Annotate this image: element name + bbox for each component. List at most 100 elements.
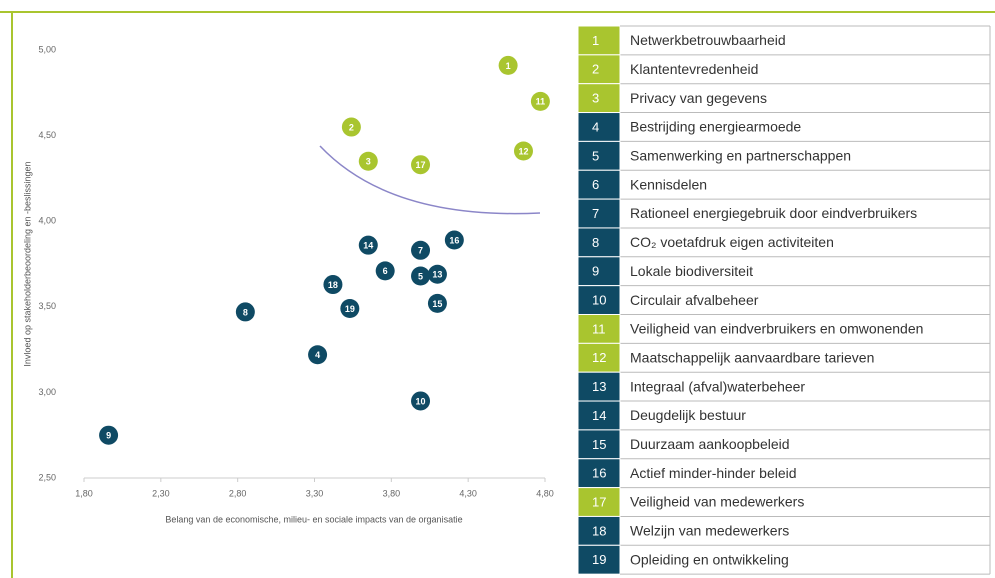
- y-tick-label: 3,50: [38, 301, 56, 311]
- point-label: 12: [518, 146, 528, 156]
- point: [323, 275, 343, 295]
- point-label: 3: [366, 157, 371, 167]
- legend-text: Opleiding en ontwikkeling: [630, 551, 789, 567]
- legend-number: 18: [592, 523, 606, 538]
- legend-text: Rationeel energiegebruik door eindverbru…: [630, 205, 917, 221]
- legend-swatch: [577, 515, 621, 546]
- point-label: 4: [315, 350, 320, 360]
- legend-swatch: [577, 487, 621, 517]
- legend-number: 17: [592, 494, 606, 509]
- y-tick-label: 5,00: [38, 44, 56, 54]
- legend-number: 3: [592, 91, 599, 106]
- point-label: 16: [449, 235, 459, 245]
- legend-text: Samenwerking en partnerschappen: [630, 148, 851, 164]
- legend-swatch: [577, 285, 621, 315]
- point: [530, 91, 550, 111]
- point-label: 5: [418, 271, 423, 281]
- legend-number: 14: [592, 408, 606, 423]
- legend-number: 4: [592, 119, 599, 134]
- point: [427, 264, 447, 284]
- point: [340, 299, 360, 319]
- point: [308, 345, 328, 365]
- x-tick-label: 3,30: [306, 488, 324, 498]
- x-tick-label: 4,30: [459, 488, 477, 498]
- legend-text: Integraal (afval)waterbeheer: [630, 378, 805, 394]
- legend-swatch: [577, 140, 621, 171]
- point-label: 17: [416, 160, 426, 170]
- legend-text: Circulair afvalbeheer: [630, 292, 759, 308]
- point-label: 6: [383, 266, 388, 276]
- legend-text: CO₂ voetafdruk eigen activiteiten: [630, 234, 834, 250]
- legend-swatch: [577, 198, 621, 229]
- legend-swatch: [577, 371, 621, 402]
- legend-number: 13: [592, 379, 606, 394]
- point-label: 19: [345, 304, 355, 314]
- point: [375, 261, 395, 281]
- legend-number: 10: [592, 293, 606, 308]
- legend-swatch: [577, 83, 621, 114]
- legend-swatch: [577, 256, 621, 287]
- legend-number: 7: [592, 206, 599, 221]
- point-label: 7: [418, 246, 423, 256]
- legend-swatch: [577, 227, 621, 258]
- legend-number: 1: [592, 33, 599, 48]
- legend-text: Kennisdelen: [630, 176, 707, 192]
- legend-text: Deugdelijk bestuur: [630, 407, 746, 423]
- legend-text: Klantentevredenheid: [630, 61, 758, 77]
- x-tick-label: 4,80: [536, 488, 554, 498]
- y-tick-label: 4,00: [38, 216, 56, 226]
- legend-swatch: [577, 112, 621, 142]
- x-axis-title: Belang van de economische, milieu- en so…: [165, 514, 462, 524]
- legend-text: Privacy van gegevens: [630, 90, 767, 106]
- point: [341, 117, 361, 137]
- x-tick-label: 2,80: [229, 488, 247, 498]
- point-label: 13: [432, 270, 442, 280]
- legend-swatch: [577, 544, 621, 575]
- legend-number: 6: [592, 177, 599, 192]
- legend-number: 15: [592, 437, 606, 452]
- legend-swatch: [577, 458, 621, 489]
- point: [411, 391, 431, 411]
- point: [411, 155, 431, 175]
- point: [513, 141, 533, 161]
- legend-text: Veiligheid van medewerkers: [630, 494, 804, 510]
- point: [99, 425, 119, 445]
- legend-text: Welzijn van medewerkers: [630, 523, 789, 539]
- point-label: 15: [432, 299, 442, 309]
- legend-text: Lokale biodiversiteit: [630, 263, 753, 279]
- threshold-curve: [319, 145, 541, 215]
- point: [498, 55, 518, 75]
- point-label: 8: [243, 307, 248, 317]
- legend-number: 2: [592, 62, 599, 77]
- legend-number: 11: [592, 321, 606, 336]
- legend-number: 8: [592, 235, 599, 250]
- y-tick-label: 4,50: [38, 130, 56, 140]
- point-label: 18: [328, 280, 338, 290]
- point-label: 11: [536, 97, 546, 107]
- legend-number: 19: [592, 552, 606, 567]
- legend-text: Maatschappelijk aanvaardbare tarieven: [630, 349, 874, 365]
- point-label: 2: [349, 122, 354, 132]
- legend-number: 12: [592, 350, 606, 365]
- legend-text: Actief minder-hinder beleid: [630, 465, 797, 481]
- legend-number: 5: [592, 148, 599, 163]
- point-label: 9: [106, 431, 111, 441]
- point: [411, 266, 431, 286]
- x-tick-label: 2,30: [152, 488, 170, 498]
- y-axis-title: Invloed op stakeholderbeoordeling en -be…: [22, 161, 32, 366]
- legend-text: Netwerkbetrouwbaarheid: [630, 32, 786, 48]
- point: [427, 293, 447, 313]
- point: [358, 235, 378, 255]
- point-label: 14: [363, 241, 373, 251]
- x-tick-label: 1,80: [75, 488, 93, 498]
- legend-number: 9: [592, 264, 599, 279]
- legend-text: Veiligheid van eindverbruikers en omwone…: [630, 321, 923, 337]
- legend-swatch: [577, 314, 621, 344]
- legend-swatch: [577, 54, 621, 85]
- legend-text: Bestrijding energiearmoede: [630, 119, 801, 135]
- x-tick-label: 3,80: [383, 488, 401, 498]
- y-tick-label: 2,50: [38, 472, 56, 482]
- legend-text: Duurzaam aankoopbeleid: [630, 436, 790, 452]
